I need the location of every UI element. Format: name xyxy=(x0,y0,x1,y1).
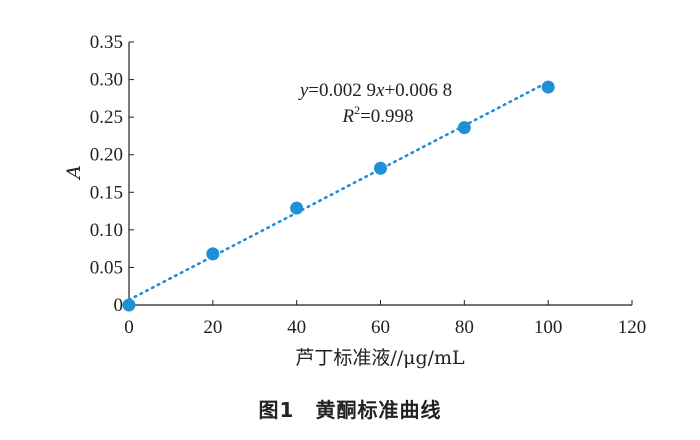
equation-slope: =0.002 9 xyxy=(308,80,376,101)
y-tick-label: 0.20 xyxy=(90,145,123,166)
data-point xyxy=(541,80,555,94)
tick-labels: 0 20 40 60 80 100 120 0 0.05 0.10 0.15 0.20 0.25 0.30… xyxy=(90,32,647,338)
x-tick-label: 60 xyxy=(371,317,390,338)
ticks xyxy=(128,41,633,306)
equation-x: x xyxy=(375,80,385,101)
equation-intercept: +0.006 8 xyxy=(384,80,452,101)
data-point xyxy=(122,298,136,312)
x-tick-label: 100 xyxy=(534,317,563,338)
x-tick-label: 20 xyxy=(203,317,222,338)
x-tick-label: 40 xyxy=(287,317,306,338)
y-tick-label: 0.25 xyxy=(90,107,123,128)
equation-y: y xyxy=(298,80,309,101)
x-tick-label: 80 xyxy=(455,317,474,338)
r-value: =0.998 xyxy=(360,106,413,127)
y-tick-label: 0.30 xyxy=(90,70,123,91)
data-points xyxy=(122,80,555,312)
data-point xyxy=(206,247,220,261)
x-axis-label: 芦丁标准液//μg/mL xyxy=(295,347,465,369)
y-axis-label: A xyxy=(63,165,85,181)
y-tick-label: 0.10 xyxy=(90,220,123,241)
x-tick-label: 120 xyxy=(618,317,647,338)
regression-equation: y=0.002 9x+0.006 8 xyxy=(298,80,452,101)
y-tick-label: 0 xyxy=(114,295,124,316)
r-superscript: 2 xyxy=(354,103,360,117)
trendline xyxy=(127,80,550,302)
figure-caption: 图1 黄酮标准曲线 xyxy=(258,398,442,422)
y-tick-label: 0.15 xyxy=(90,182,123,203)
r-squared: R2=0.998 xyxy=(341,103,413,127)
r-letter: R xyxy=(341,106,354,127)
x-tick-label: 0 xyxy=(124,317,134,338)
data-point xyxy=(374,161,387,175)
data-point xyxy=(457,121,471,135)
y-tick-label: 0.05 xyxy=(90,257,123,278)
data-point xyxy=(290,201,304,215)
y-tick-label: 0.35 xyxy=(90,32,123,53)
